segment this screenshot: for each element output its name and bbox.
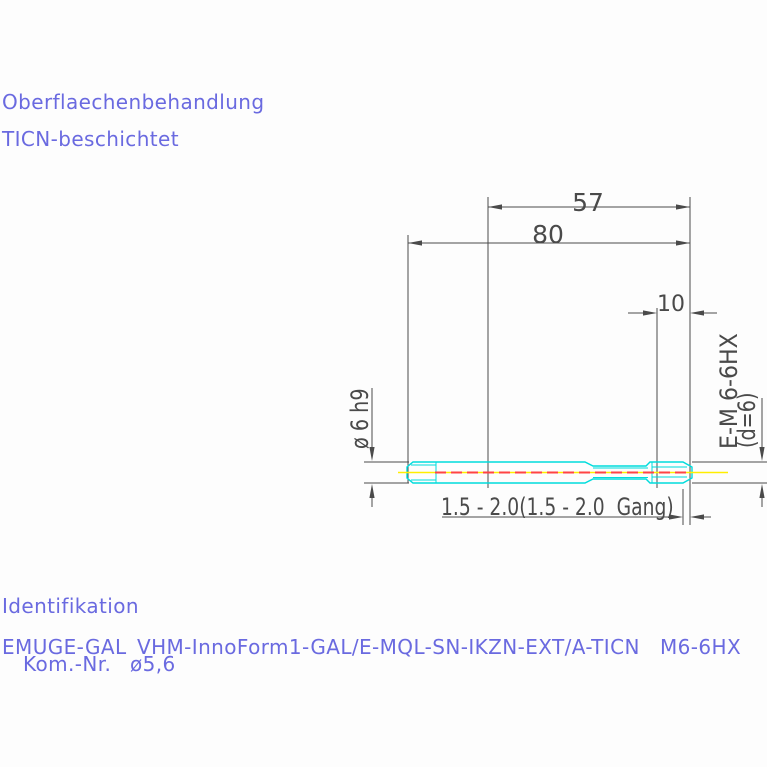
surface-treatment-title: Oberflaechenbehandlung (2, 90, 265, 114)
part-size: M6-6HX (660, 635, 742, 659)
kom-nr-label: Kom.-Nr. (23, 652, 112, 676)
dim-lead-label: 1.5 - 2.0(1.5 - 2.0 Gang) (441, 493, 674, 521)
identification-title: Identifikation (2, 594, 139, 618)
extension-lines (364, 197, 767, 525)
part-description: VHM-InnoForm1-GAL/E-MQL-SN-IKZN-EXT/A-TI… (137, 635, 640, 659)
kom-nr-value: ø5,6 (130, 652, 176, 676)
tool-outline (406, 461, 693, 484)
part-series: EMUGE-GAL (2, 635, 127, 659)
dim-57-label: 57 (572, 188, 604, 217)
dim-10-label: 10 (657, 292, 685, 317)
surface-treatment-value: TICN-beschichtet (2, 127, 179, 151)
dimension-lines (369, 204, 765, 520)
